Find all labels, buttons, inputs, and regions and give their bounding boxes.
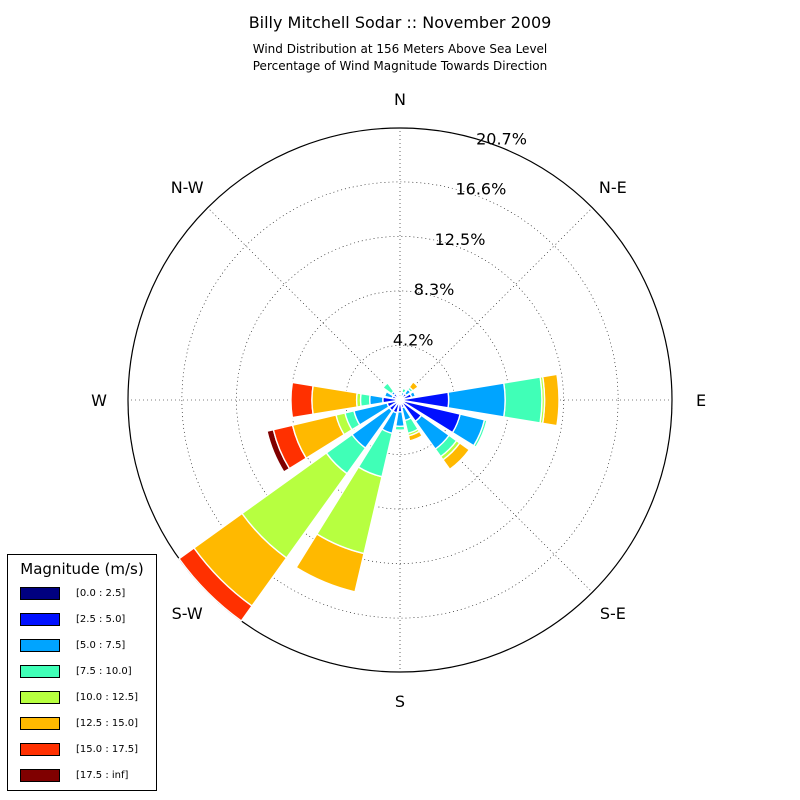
direction-label-n-e: N-E (599, 178, 627, 197)
legend-label: [0.0 : 2.5] (76, 588, 126, 599)
bar-dir-337.5-bin-0 (396, 395, 401, 401)
direction-label-n-w: N-W (171, 178, 204, 197)
chart-subtitle: Wind Distribution at 156 Meters Above Se… (0, 41, 800, 75)
outer-circle (127, 127, 673, 673)
legend-label: [17.5 : inf] (76, 770, 129, 781)
legend-label: [12.5 : 15.0] (76, 718, 139, 729)
radial-tick-label: 20.7% (476, 130, 527, 149)
legend-swatch (20, 769, 60, 782)
radial-tick-label: 4.2% (393, 331, 434, 350)
legend-swatch (20, 639, 60, 652)
direction-label-w: W (91, 391, 107, 410)
legend: Magnitude (m/s) [0.0 : 2.5] [2.5 : 5.0] [5… (7, 554, 157, 791)
direction-label-e: E (696, 391, 706, 410)
bar-dir-90-bin-3 (502, 376, 543, 424)
legend-title: Magnitude (m/s) (20, 560, 144, 578)
subtitle-line-2: Percentage of Wind Magnitude Towards Dir… (252, 59, 548, 73)
bar-dir-270-bin-5 (311, 384, 359, 416)
legend-label: [7.5 : 10.0] (76, 666, 132, 677)
subtitle-line-1: Wind Distribution at 156 Meters Above Se… (252, 42, 548, 56)
bar-dir-270-bin-6 (290, 381, 314, 419)
direction-label-s: S (395, 692, 405, 711)
direction-label-s-w: S-W (172, 604, 203, 623)
radial-gridline (399, 207, 593, 401)
legend-swatch (20, 717, 60, 730)
legend-swatch (20, 613, 60, 626)
legend-label: [15.0 : 17.5] (76, 744, 139, 755)
legend-swatch (20, 743, 60, 756)
legend-swatch (20, 691, 60, 704)
bar-dir-270-bin-2 (369, 394, 384, 406)
radial-gridline (207, 207, 401, 401)
direction-label-s-e: S-E (600, 604, 626, 623)
direction-label-n: N (394, 90, 406, 109)
wind-rose-bars (178, 373, 560, 622)
radial-gridline-circle (236, 236, 564, 564)
bar-dir-270-bin-3 (359, 392, 371, 408)
legend-label: [10.0 : 12.5] (76, 692, 139, 703)
chart-title: Billy Mitchell Sodar :: November 2009 (248, 13, 552, 32)
legend-swatch (20, 665, 60, 678)
radial-tick-label: 8.3% (414, 280, 455, 299)
radial-tick-label: 12.5% (435, 230, 486, 249)
radial-gridline-circle (181, 181, 619, 619)
legend-label: [2.5 : 5.0] (76, 614, 126, 625)
radial-tick-label: 16.6% (455, 179, 506, 198)
legend-swatch (20, 587, 60, 600)
axis-labels: N N-E E S-E S S-W W N-W 4.2% 8.3% 12.5% 16.6% 20.7% (91, 90, 706, 711)
radial-gridline (399, 399, 593, 593)
bar-dir-90-bin-2 (447, 382, 506, 418)
legend-label: [5.0 : 7.5] (76, 640, 126, 651)
